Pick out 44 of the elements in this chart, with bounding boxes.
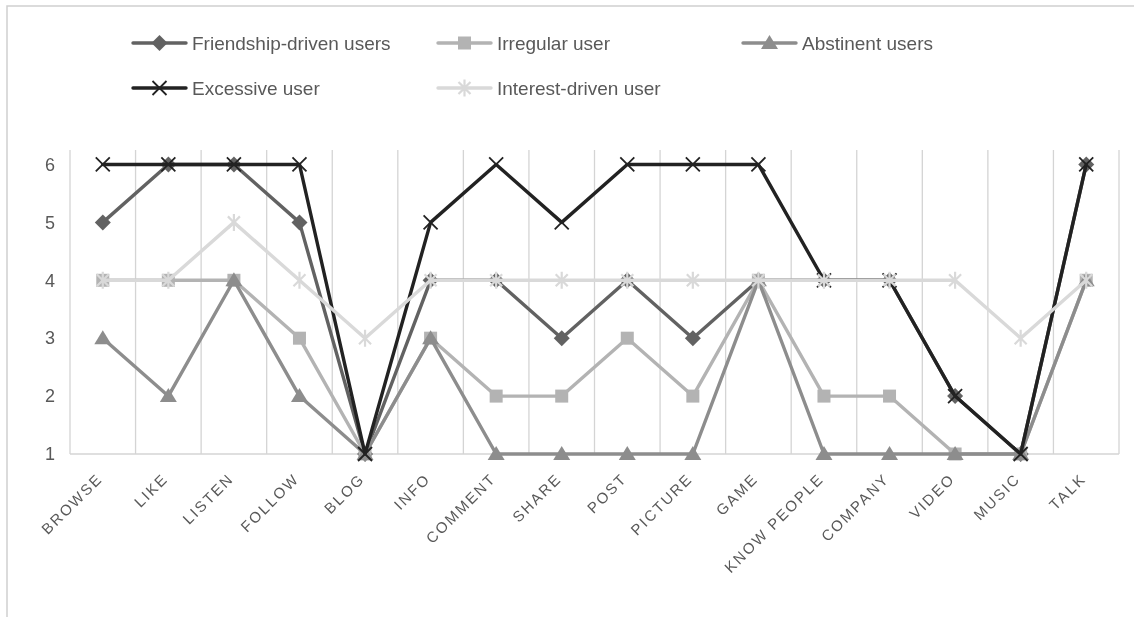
point — [292, 331, 306, 345]
legend-label: Irregular user — [497, 32, 611, 54]
point — [619, 156, 636, 173]
point — [94, 156, 111, 173]
point — [358, 329, 372, 347]
legend-label: Abstinent users — [802, 32, 933, 54]
point — [883, 389, 897, 403]
legend-label: Friendship-driven users — [192, 32, 391, 54]
point — [684, 156, 701, 173]
y-tick-label: 6 — [44, 154, 55, 175]
point — [817, 389, 831, 403]
point — [554, 271, 569, 289]
point — [159, 388, 177, 403]
y-tick-label: 5 — [44, 212, 55, 233]
y-tick-label: 4 — [44, 270, 55, 291]
point — [948, 271, 962, 289]
point — [1013, 329, 1028, 347]
y-tick-label: 2 — [44, 386, 55, 407]
point — [487, 446, 505, 460]
point — [684, 446, 702, 460]
point — [553, 446, 571, 460]
point — [291, 214, 308, 231]
point — [94, 330, 112, 345]
point — [815, 446, 833, 460]
point — [686, 389, 700, 403]
y-tick-label: 3 — [44, 328, 55, 349]
point — [620, 331, 634, 345]
point — [290, 388, 308, 403]
legend-label: Interest-driven user — [497, 77, 662, 99]
point — [291, 156, 308, 173]
point — [227, 213, 241, 231]
point — [750, 156, 767, 173]
point — [292, 271, 307, 289]
point — [618, 446, 636, 460]
legend-label: Excessive user — [192, 77, 321, 99]
point — [553, 330, 570, 347]
point — [881, 446, 899, 460]
point — [555, 389, 569, 403]
point — [684, 330, 701, 347]
point — [422, 214, 439, 231]
point — [94, 214, 111, 231]
point — [489, 389, 503, 403]
point — [686, 271, 700, 289]
y-tick-label: 1 — [44, 444, 55, 465]
